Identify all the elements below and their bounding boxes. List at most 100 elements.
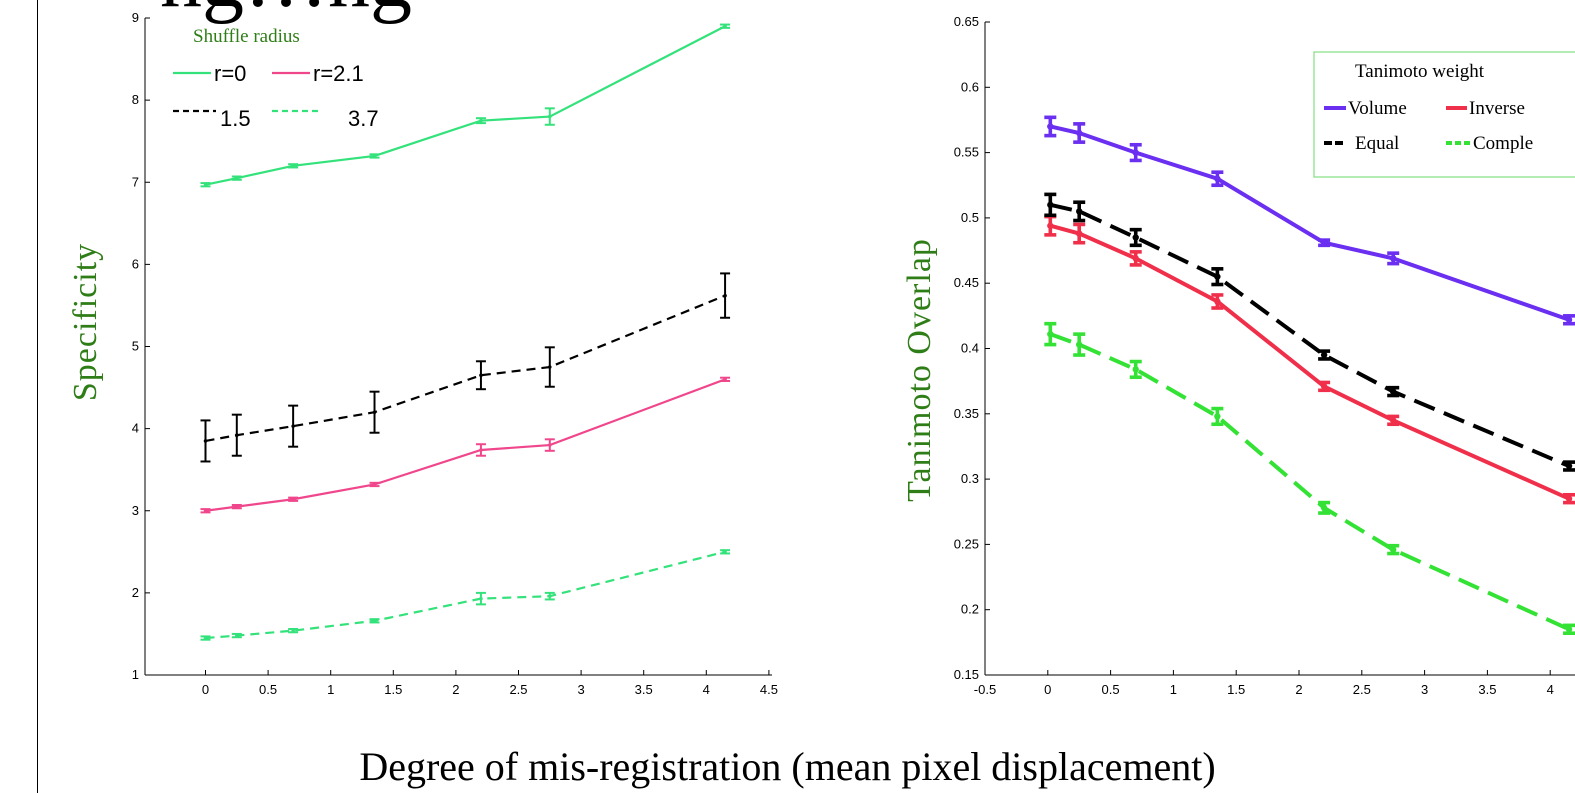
data-point (372, 482, 377, 487)
data-point (1320, 383, 1328, 390)
data-point (1214, 298, 1221, 305)
legend-label: Volume (1348, 98, 1407, 119)
x-tick-label: 3.5 (1478, 682, 1496, 697)
slide-title-fragment: ng…ng (160, 0, 412, 27)
y-tick-label: 0.35 (954, 406, 979, 421)
y-tick-label: 0.4 (961, 341, 979, 356)
data-point (291, 164, 295, 168)
x-axis-caption: Degree of mis-registration (mean pixel d… (359, 744, 1216, 789)
x-tick-label: 0 (1044, 682, 1051, 697)
data-point (723, 293, 727, 298)
data-point (1214, 273, 1221, 280)
data-point (479, 373, 483, 378)
data-point (1214, 413, 1221, 420)
y-tick-label: 0.55 (954, 145, 979, 160)
series-line-comple (1049, 332, 1570, 632)
y-tick-label: 0.25 (954, 536, 979, 551)
series-line-r-0 (205, 25, 726, 186)
legend-label: 1.5 (220, 106, 251, 131)
x-tick-label: 1 (1170, 682, 1177, 697)
data-point (548, 594, 552, 598)
specificity-chart: 1 2 3 4 5 6 7 8 9 0 0.5 1 1.5 2 2.5 3 3.5 4 4.5 Shuffle rad… (132, 10, 778, 697)
legend-tanimoto-weight: Tanimoto weight Volume Inverse Equal Comple (1313, 51, 1575, 178)
x-tick-label: 1.5 (384, 682, 402, 697)
data-point (1076, 208, 1083, 215)
legend-label: Comple (1473, 133, 1533, 154)
data-point (1565, 316, 1573, 323)
legend-label: r=2.1 (313, 61, 364, 86)
data-point (1132, 234, 1139, 241)
data-point (1565, 626, 1573, 633)
data-point (1320, 504, 1328, 512)
data-point (372, 154, 377, 158)
data-point (203, 439, 208, 443)
data-point (291, 424, 295, 428)
data-point (1214, 175, 1221, 182)
data-point (235, 504, 239, 509)
y-tick-label: 0.5 (961, 210, 979, 225)
data-point (1047, 123, 1054, 130)
data-point (1565, 462, 1573, 470)
data-point (203, 182, 208, 187)
y-tick-label: 0.3 (961, 471, 979, 486)
data-point (1047, 201, 1054, 209)
data-point (1132, 149, 1139, 156)
data-point (548, 365, 552, 369)
series-line-1-5 (205, 294, 726, 443)
x-tick-label: 3 (577, 682, 584, 697)
data-point (1390, 255, 1397, 262)
x-tick-label: 4 (1547, 682, 1554, 697)
data-point (723, 24, 727, 28)
series-line-inverse (1049, 223, 1570, 501)
x-tick-label: 2 (452, 682, 459, 697)
data-point (372, 619, 377, 623)
data-point (372, 410, 377, 414)
x-tick-label: -0.5 (974, 682, 996, 697)
y-tick-label: 4 (132, 421, 139, 436)
x-tick-label: 2.5 (509, 682, 527, 697)
legend-title: Shuffle radius (193, 26, 300, 47)
data-point (479, 596, 483, 601)
x-tick-label: 0.5 (1102, 682, 1120, 697)
data-point (723, 377, 727, 382)
data-point (1132, 255, 1139, 262)
data-point (548, 443, 552, 447)
y-tick-label: 1 (132, 667, 139, 682)
legend-title: Tanimoto weight (1355, 61, 1485, 82)
data-point (1565, 495, 1573, 502)
y-tick-label: 0.45 (954, 275, 979, 290)
x-tick-label: 4 (703, 682, 710, 697)
data-point (1076, 129, 1083, 137)
slide-left-border (37, 0, 38, 793)
x-tick-label: 0.5 (259, 682, 277, 697)
x-tick-label: 0 (202, 682, 209, 697)
series-line-equal (1049, 202, 1570, 468)
series-line-r-2-1 (205, 378, 726, 512)
data-point (235, 633, 239, 638)
data-point (479, 118, 483, 123)
data-point (1320, 351, 1328, 359)
x-tick-label: 2.5 (1353, 682, 1371, 697)
x-tick-label: 3.5 (635, 682, 653, 697)
y-tick-label: 5 (132, 339, 139, 354)
data-point (1320, 239, 1328, 246)
data-point (235, 176, 239, 180)
y-tick-label: 7 (132, 174, 139, 189)
y-tick-label: 9 (132, 10, 139, 25)
data-point (1047, 330, 1054, 338)
data-point (1076, 230, 1083, 237)
data-point (479, 448, 483, 452)
x-tick-label: 2 (1295, 682, 1302, 697)
y-tick-label: 0.6 (961, 79, 979, 94)
legend-label: Equal (1355, 133, 1399, 154)
data-point (548, 114, 552, 119)
y-tick-label: 0.65 (954, 14, 979, 29)
x-tick-label: 1 (327, 682, 334, 697)
tanimoto-chart: 0.15 0.2 0.25 0.3 0.35 0.4 0.45 0.5 0.55 0.6 0.65 -… (954, 14, 1575, 697)
y-tick-label: 3 (132, 503, 139, 518)
series-line-3-7 (205, 550, 726, 640)
legend-box (1313, 51, 1575, 178)
x-tick-label: 3 (1421, 682, 1428, 697)
data-point (203, 508, 208, 513)
